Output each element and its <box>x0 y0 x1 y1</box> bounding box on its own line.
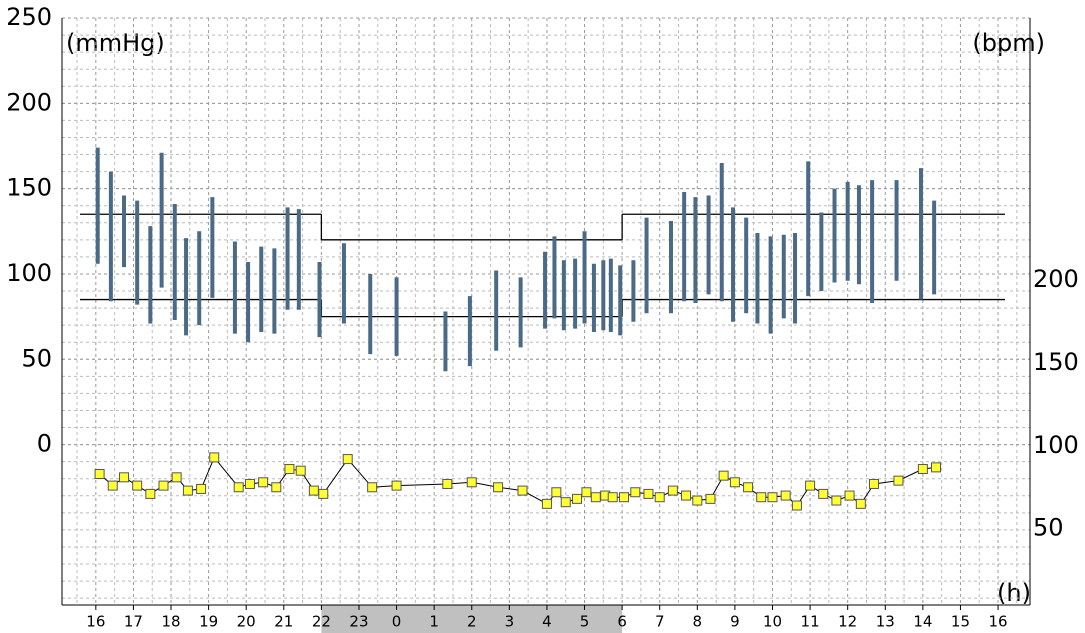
heart-rate-marker <box>931 462 942 473</box>
heart-rate-marker <box>94 469 105 480</box>
heart-rate-marker <box>145 488 156 499</box>
x-tick-label: 9 <box>730 613 740 631</box>
x-tick-label: 0 <box>392 613 402 631</box>
heart-rate-marker <box>805 480 816 491</box>
heart-rate-marker <box>391 480 402 491</box>
x-tick-label: 22 <box>312 613 331 631</box>
heart-rate-marker <box>517 485 528 496</box>
heart-rate-marker <box>196 483 207 494</box>
heart-rate-marker <box>258 477 269 488</box>
heart-rate-marker <box>318 488 329 499</box>
y-tick-label: 250 <box>6 3 52 31</box>
heart-rate-marker <box>743 482 754 493</box>
x-tick-label: 3 <box>505 613 515 631</box>
heart-rate-marker <box>868 478 879 489</box>
x-tick-label: 7 <box>655 613 665 631</box>
y-tick-label: 0 <box>37 430 52 458</box>
x-tick-label: 8 <box>693 613 703 631</box>
heart-rate-marker <box>107 480 118 491</box>
heart-rate-marker <box>541 498 552 509</box>
heart-rate-marker <box>818 488 829 499</box>
heart-rate-marker <box>308 485 319 496</box>
heart-rate-marker <box>182 485 193 496</box>
heart-rate-marker <box>244 478 255 489</box>
x-tick-label: 14 <box>913 613 932 631</box>
heart-rate-marker <box>619 492 630 503</box>
y2-axis-label: (bpm) <box>972 29 1045 57</box>
x-tick-label: 6 <box>617 613 627 631</box>
x-tick-label: 5 <box>580 613 590 631</box>
x-tick-label: 19 <box>199 613 218 631</box>
y-axis-label: (mmHg) <box>66 29 165 57</box>
heart-rate-marker <box>342 454 353 465</box>
heart-rate-marker <box>271 482 282 493</box>
heart-rate-marker <box>780 490 791 501</box>
heart-rate-marker <box>643 488 654 499</box>
heart-rate-marker <box>729 477 740 488</box>
heart-rate-marker <box>233 482 244 493</box>
y2-tick-label: 100 <box>1033 431 1079 459</box>
x-tick-label: 12 <box>838 613 857 631</box>
x-tick-label: 2 <box>467 613 477 631</box>
y-tick-label: 200 <box>6 88 52 116</box>
heart-rate-marker <box>132 480 143 491</box>
x-tick-label: 13 <box>876 613 895 631</box>
y2-tick-label: 150 <box>1033 348 1079 376</box>
y2-tick-label: 50 <box>1033 514 1064 542</box>
heart-rate-marker <box>855 498 866 509</box>
heart-rate-marker <box>630 487 641 498</box>
heart-rate-marker <box>295 465 306 476</box>
heart-rate-marker <box>572 493 583 504</box>
heart-rate-marker <box>844 490 855 501</box>
heart-rate-marker <box>767 492 778 503</box>
x-tick-label: 17 <box>124 613 143 631</box>
y-tick-label: 50 <box>21 344 52 372</box>
heart-rate-marker <box>590 492 601 503</box>
x-tick-label: 1 <box>429 613 439 631</box>
heart-rate-marker <box>791 500 802 511</box>
x-tick-label: 4 <box>542 613 552 631</box>
x-tick-label: 16 <box>988 613 1007 631</box>
heart-rate-marker <box>560 497 571 508</box>
x-tick-label: 10 <box>763 613 782 631</box>
x-tick-label: 11 <box>801 613 820 631</box>
heart-rate-marker <box>917 464 928 475</box>
heart-rate-marker <box>831 495 842 506</box>
heart-rate-marker <box>667 485 678 496</box>
heart-rate-marker <box>681 490 692 501</box>
y2-tick-label: 200 <box>1033 265 1079 293</box>
heart-rate-marker <box>209 452 220 463</box>
heart-rate-marker <box>607 492 618 503</box>
x-tick-label: 21 <box>274 613 293 631</box>
heart-rate-marker <box>692 495 703 506</box>
heart-rate-marker <box>654 492 665 503</box>
x-axis-label: (h) <box>997 579 1031 607</box>
heart-rate-marker <box>171 472 182 483</box>
heart-rate-marker <box>119 472 130 483</box>
x-tick-label: 23 <box>349 613 368 631</box>
x-tick-label: 16 <box>86 613 105 631</box>
x-tick-label: 18 <box>161 613 180 631</box>
heart-rate-marker <box>158 480 169 491</box>
heart-rate-marker <box>442 478 453 489</box>
y-tick-label: 150 <box>6 174 52 202</box>
y-tick-label: 100 <box>6 259 52 287</box>
heart-rate-marker <box>284 464 295 475</box>
heart-rate-marker <box>718 470 729 481</box>
heart-rate-marker <box>466 477 477 488</box>
heart-rate-marker <box>551 487 562 498</box>
heart-rate-marker <box>367 482 378 493</box>
heart-rate-marker <box>893 475 904 486</box>
x-tick-label: 15 <box>951 613 970 631</box>
heart-rate-marker <box>493 482 504 493</box>
x-tick-label: 20 <box>237 613 256 631</box>
heart-rate-marker <box>581 487 592 498</box>
heart-rate-marker <box>756 492 767 503</box>
heart-rate-marker <box>705 493 716 504</box>
